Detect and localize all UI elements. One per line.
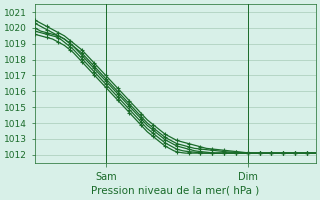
- X-axis label: Pression niveau de la mer( hPa ): Pression niveau de la mer( hPa ): [91, 186, 260, 196]
